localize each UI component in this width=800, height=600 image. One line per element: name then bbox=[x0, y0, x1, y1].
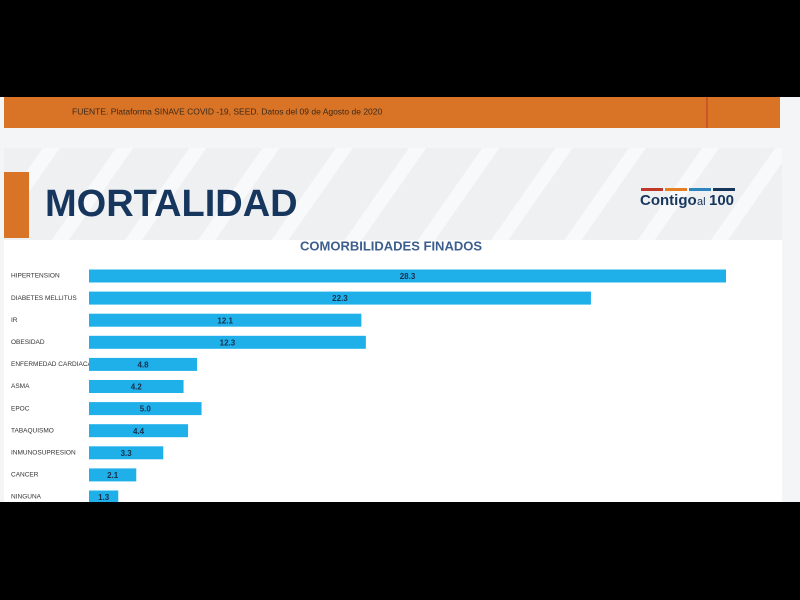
value-label: 2.1 bbox=[107, 471, 119, 480]
category-label: DIABETES MELLITUS bbox=[11, 295, 77, 302]
category-label: CANCER bbox=[11, 472, 39, 479]
logo: Contigo al 100 bbox=[640, 188, 735, 209]
bar bbox=[89, 357, 198, 371]
bar bbox=[89, 446, 164, 460]
slide-header bbox=[4, 148, 782, 240]
logo-word: Contigo bbox=[640, 192, 697, 209]
bar bbox=[89, 269, 726, 283]
logo-stripe bbox=[713, 188, 735, 191]
value-label: 1.3 bbox=[98, 493, 110, 502]
category-label: HIPERTENSION bbox=[11, 273, 60, 280]
bar bbox=[89, 335, 366, 349]
category-label: NINGUNA bbox=[11, 494, 42, 501]
logo-number: 100 bbox=[709, 192, 734, 209]
value-label: 5.0 bbox=[140, 405, 152, 414]
value-label: 12.1 bbox=[217, 316, 233, 325]
value-label: 4.2 bbox=[131, 383, 143, 392]
value-label: 12.3 bbox=[220, 338, 236, 347]
logo-stripe bbox=[641, 188, 663, 191]
bar bbox=[89, 380, 184, 393]
bar bbox=[89, 468, 137, 482]
heading: MORTALIDAD bbox=[45, 183, 298, 225]
value-label: 4.8 bbox=[137, 361, 149, 370]
logo-stripe bbox=[689, 188, 711, 191]
logo-stripe bbox=[665, 188, 687, 191]
bar bbox=[89, 402, 202, 416]
value-label: 3.3 bbox=[121, 449, 133, 458]
category-label: INMUNOSUPRESION bbox=[11, 450, 76, 457]
category-label: ENFERMEDAD CARDIACA bbox=[11, 361, 93, 368]
chart-title: COMORBILIDADES FINADOS bbox=[300, 238, 482, 253]
category-label: OBESIDAD bbox=[11, 339, 45, 346]
bar bbox=[89, 313, 362, 327]
value-label: 4.4 bbox=[133, 427, 145, 436]
bar bbox=[89, 291, 591, 305]
bar bbox=[89, 424, 189, 438]
category-label: ASMA bbox=[11, 383, 30, 390]
category-label: EPOC bbox=[11, 405, 30, 412]
category-label: TABAQUISMO bbox=[11, 427, 54, 434]
accent-block bbox=[4, 172, 29, 238]
bar bbox=[89, 490, 119, 502]
logo-small: al bbox=[697, 196, 706, 208]
value-label: 28.3 bbox=[400, 272, 416, 281]
category-label: IR bbox=[11, 317, 18, 324]
source-banner bbox=[4, 97, 780, 128]
source-text: FUENTE. Plataforma SINAVE COVID -19, SEE… bbox=[72, 106, 383, 116]
value-label: 22.3 bbox=[332, 294, 348, 303]
chart: HIPERTENSION 28.3 DIABETES MELLITUS 22.3 IR 1… bbox=[11, 269, 726, 502]
